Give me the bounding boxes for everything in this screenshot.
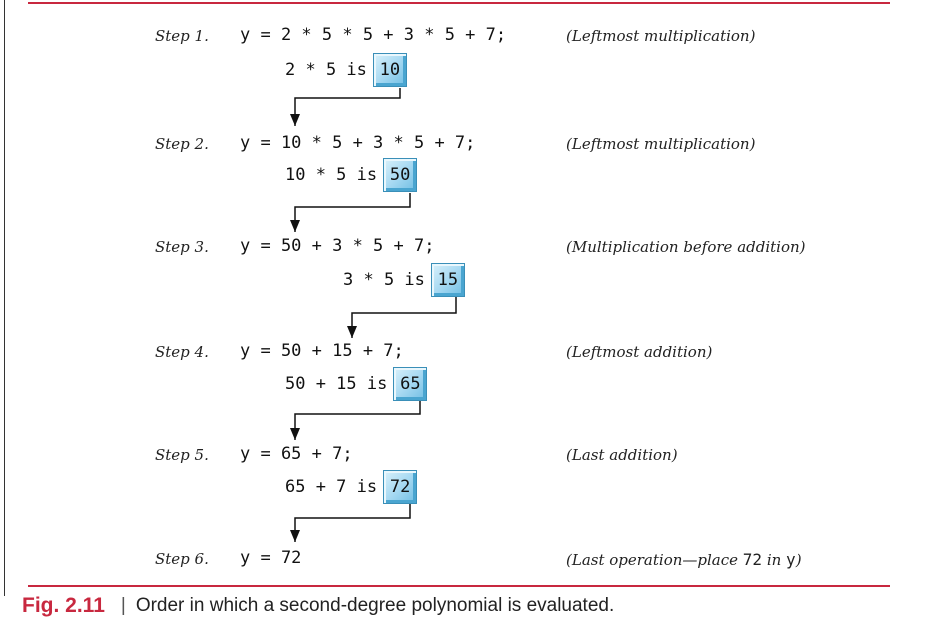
step-2-result-box: 50 xyxy=(383,158,418,192)
step-3-label: Step 3. xyxy=(155,238,209,256)
step-5-subexpression: 65 + 7 is 72 xyxy=(285,470,418,504)
step-3-subexpression: 3 * 5 is 15 xyxy=(343,263,465,297)
arrow-step4-to-step5 xyxy=(294,401,421,440)
step-1-label: Step 1. xyxy=(155,27,209,45)
step-6-note-prefix: (Last operation—place xyxy=(566,551,743,569)
caption-separator: | xyxy=(120,595,126,616)
arrowhead-step5-to-step6 xyxy=(290,530,300,542)
step-6-note: (Last operation—place 72 in y) xyxy=(566,550,802,569)
step-4-subexpression-text: 50 + 15 is xyxy=(285,374,388,394)
caption-text: Order in which a second-degree polynomia… xyxy=(135,595,615,616)
step-4-subexpression: 50 + 15 is 65 xyxy=(285,367,428,401)
arrow-step3-to-step4 xyxy=(351,297,457,338)
step-6-equation: y = 72 xyxy=(240,548,302,568)
step-1-result-box: 10 xyxy=(372,53,407,87)
step-2-subexpression: 10 * 5 is 50 xyxy=(285,158,418,192)
step-2-label: Step 2. xyxy=(155,135,209,153)
step-2-equation: y = 10 * 5 + 3 * 5 + 7; xyxy=(240,133,476,153)
arrow-step2-to-step3 xyxy=(294,193,411,232)
step-2-subexpression-text: 10 * 5 is xyxy=(285,165,378,185)
step-4-equation: y = 50 + 15 + 7; xyxy=(240,341,404,361)
step-5-subexpression-text: 65 + 7 is xyxy=(285,477,378,497)
figure-caption: Fig. 2.11 | Order in which a second-degr… xyxy=(22,594,614,618)
step-1-subexpression: 2 * 5 is 10 xyxy=(285,53,407,87)
step-3-result-box: 15 xyxy=(430,263,465,297)
step-1-note: (Leftmost multiplication) xyxy=(566,27,756,45)
step-6-note-suffix: ) xyxy=(795,551,802,569)
step-4-label: Step 4. xyxy=(155,343,209,361)
step-1-equation: y = 2 * 5 * 5 + 3 * 5 + 7; xyxy=(240,25,507,45)
arrowhead-step2-to-step3 xyxy=(290,220,300,232)
step-5-equation: y = 65 + 7; xyxy=(240,444,353,464)
step-5-label: Step 5. xyxy=(155,446,209,464)
arrowhead-step1-to-step2 xyxy=(290,114,300,126)
step-4-note: (Leftmost addition) xyxy=(566,343,713,361)
bottom-rule xyxy=(28,585,890,587)
step-6-label: Step 6. xyxy=(155,550,209,568)
step-3-equation: y = 50 + 3 * 5 + 7; xyxy=(240,236,435,256)
step-6-note-var: y xyxy=(786,550,796,569)
step-5-note: (Last addition) xyxy=(566,446,678,464)
arrowhead-step3-to-step4 xyxy=(347,326,357,338)
top-rule xyxy=(28,2,890,4)
step-5-result-box: 72 xyxy=(383,470,418,504)
left-border-rule xyxy=(4,0,5,596)
arrow-step5-to-step6 xyxy=(294,504,411,542)
figure-number: Fig. 2.11 xyxy=(22,594,105,617)
step-3-subexpression-text: 3 * 5 is xyxy=(343,270,425,290)
step-1-subexpression-text: 2 * 5 is xyxy=(285,60,367,80)
arrowhead-step4-to-step5 xyxy=(290,428,300,440)
arrow-step1-to-step2 xyxy=(294,88,401,126)
step-3-note: (Multiplication before addition) xyxy=(566,238,806,256)
step-4-result-box: 65 xyxy=(393,367,428,401)
step-6-note-mid: in xyxy=(762,551,787,569)
step-2-note: (Leftmost multiplication) xyxy=(566,135,756,153)
step-6-note-value: 72 xyxy=(742,550,763,569)
